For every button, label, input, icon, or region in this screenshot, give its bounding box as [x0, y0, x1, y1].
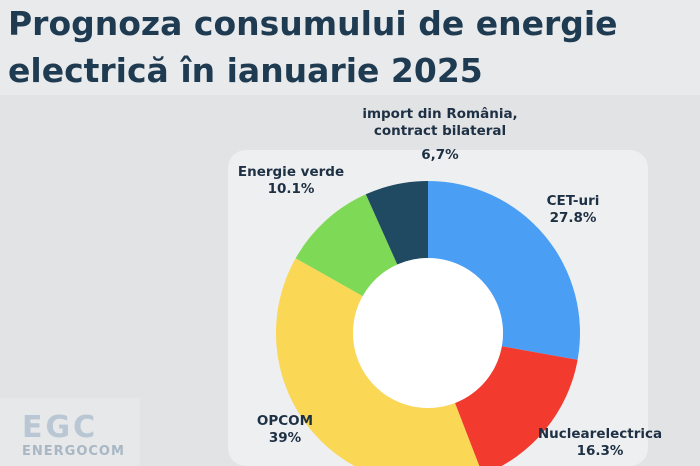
egc-logo: EGC [22, 410, 99, 445]
logo-wordmark: ENERGOCOM [22, 444, 125, 459]
slice-name: Energie verde [237, 164, 345, 180]
donut-slice [295, 194, 398, 297]
slice-name: OPCOM [256, 413, 314, 429]
slice-label-opcom: OPCOM 39% [240, 413, 330, 447]
slice-label-import: import din România, contract bilateral 6… [345, 106, 535, 164]
page-title: Prognoza consumului de energie electrică… [8, 4, 618, 90]
slice-value: 6,7% [421, 147, 459, 163]
logo-panel [0, 398, 140, 466]
slice-label-cet: CET-uri 27.8% [528, 193, 618, 227]
slice-value: 10.1% [267, 181, 315, 197]
slice-label-energie-verde: Energie verde 10.1% [226, 164, 356, 198]
slice-name: CET-uri [546, 193, 600, 209]
slice-value: 39% [268, 430, 302, 446]
donut-slice [454, 346, 578, 466]
slice-name: Nuclearelectrica [537, 426, 663, 442]
donut-slice [276, 258, 480, 466]
slice-name-line: contract bilateral [373, 123, 507, 139]
donut-slice [428, 181, 581, 360]
donut-slice [365, 181, 428, 265]
slice-value: 16.3% [576, 443, 624, 459]
slice-value: 27.8% [549, 210, 597, 226]
slice-label-nuclearelectrica: Nuclearelectrica 16.3% [520, 426, 680, 460]
donut-hole [353, 258, 503, 408]
slice-name-line: import din România, [362, 106, 518, 122]
